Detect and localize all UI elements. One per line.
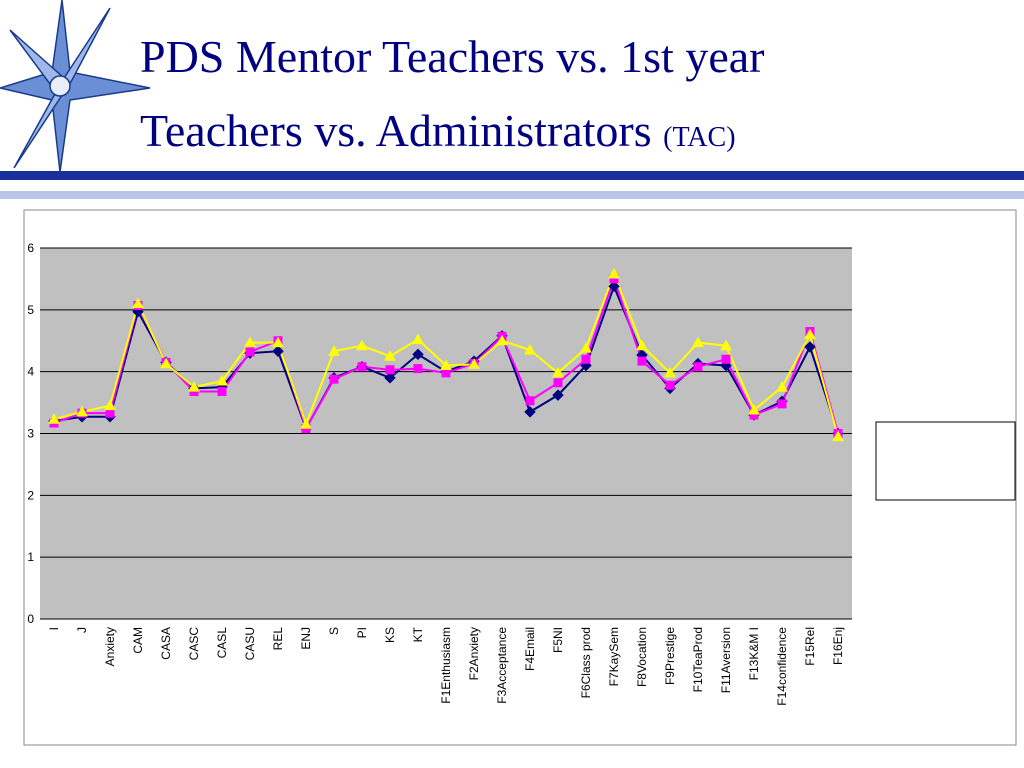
x-tick-label: F11Aversion xyxy=(719,627,733,693)
x-tick-label: F10TeaProd xyxy=(691,627,705,692)
point xyxy=(329,374,339,384)
point xyxy=(693,362,703,372)
point xyxy=(608,280,620,293)
y-tick-label: 4 xyxy=(27,365,34,379)
point xyxy=(385,365,395,375)
x-tick-label: J xyxy=(75,627,89,633)
point xyxy=(832,430,844,442)
point xyxy=(776,381,788,392)
x-tick-label: Anxiety xyxy=(103,627,117,666)
x-tick-label: PI xyxy=(355,627,369,638)
x-tick-label: F5NI xyxy=(551,627,565,653)
point xyxy=(524,343,536,355)
rule xyxy=(0,171,1024,180)
point xyxy=(48,413,60,424)
point xyxy=(720,339,732,351)
slide-title: PDS Mentor Teachers vs. 1st year xyxy=(140,31,764,82)
point xyxy=(328,345,340,356)
point xyxy=(553,378,563,388)
x-tick-label: REL xyxy=(271,627,285,651)
point xyxy=(105,408,115,418)
point xyxy=(441,368,451,378)
legend xyxy=(875,421,1016,501)
point xyxy=(76,405,88,417)
x-tick-label: F3Acceptance xyxy=(495,627,509,704)
point xyxy=(188,381,200,392)
x-tick-label: CASU xyxy=(243,627,257,660)
point xyxy=(272,345,284,357)
y-tick-label: 3 xyxy=(27,427,34,441)
x-tick-label: F4Email xyxy=(523,627,537,671)
x-tick-label: I xyxy=(47,627,61,630)
point xyxy=(580,342,592,353)
point xyxy=(356,339,368,351)
point xyxy=(804,341,816,353)
x-tick-label: F6Class prod xyxy=(579,627,593,698)
y-tick-label: 6 xyxy=(27,241,34,255)
point xyxy=(748,403,760,415)
y-tick-label: 1 xyxy=(27,550,34,564)
point xyxy=(217,386,227,396)
x-tick-label: F15Rel xyxy=(803,627,817,666)
point xyxy=(104,399,116,411)
point xyxy=(721,354,731,364)
star-logo xyxy=(0,0,151,173)
point xyxy=(384,350,396,361)
point xyxy=(468,358,480,369)
slide-title-note: (TAC) xyxy=(663,122,735,153)
point xyxy=(636,339,648,351)
point xyxy=(413,364,423,374)
point xyxy=(692,336,704,348)
y-tick-label: 2 xyxy=(27,488,34,502)
x-tick-label: KS xyxy=(383,627,397,643)
point xyxy=(552,366,564,378)
x-tick-label: CASA xyxy=(159,627,173,660)
point xyxy=(412,348,424,361)
point xyxy=(132,297,144,309)
point xyxy=(496,334,508,346)
point xyxy=(440,359,452,370)
x-tick-label: F8Vocation xyxy=(635,627,649,687)
x-tick-label: CASL xyxy=(215,627,229,659)
x-tick-label: F7KaySem xyxy=(607,627,621,686)
x-tick-label: F2Anxiety xyxy=(467,627,481,680)
point xyxy=(664,366,676,378)
x-tick-label: CAM xyxy=(131,627,145,654)
point xyxy=(300,418,312,429)
x-tick-label: CASC xyxy=(187,627,201,661)
point xyxy=(412,333,424,345)
point xyxy=(581,354,591,364)
x-tick-label: F13K&M I xyxy=(747,627,761,680)
x-tick-label: F9Prestige xyxy=(663,627,677,685)
x-tick-label: ENJ xyxy=(299,627,313,650)
point xyxy=(665,380,675,390)
point xyxy=(216,374,228,386)
point xyxy=(160,357,172,369)
point xyxy=(245,347,255,357)
slide-title: Teachers vs. Administrators (TAC) xyxy=(140,105,736,156)
x-tick-label: KT xyxy=(411,626,425,642)
point xyxy=(357,362,367,372)
point xyxy=(637,356,647,366)
point xyxy=(804,328,816,340)
y-tick-label: 0 xyxy=(27,612,34,626)
x-tick-label: F14confidence xyxy=(775,627,789,706)
point xyxy=(552,389,564,401)
point xyxy=(272,336,284,348)
point xyxy=(777,399,787,409)
point xyxy=(524,406,536,418)
point xyxy=(384,372,396,384)
y-tick-label: 5 xyxy=(27,303,34,317)
point xyxy=(608,267,620,279)
x-tick-label: S xyxy=(327,627,341,635)
x-tick-label: F1Enthusiasm xyxy=(439,627,453,704)
point xyxy=(244,336,256,348)
x-tick-label: F16Enj xyxy=(831,627,845,665)
rule xyxy=(0,191,1024,199)
point xyxy=(525,396,535,406)
slide-title-line: Teachers vs. Administrators xyxy=(140,105,652,156)
